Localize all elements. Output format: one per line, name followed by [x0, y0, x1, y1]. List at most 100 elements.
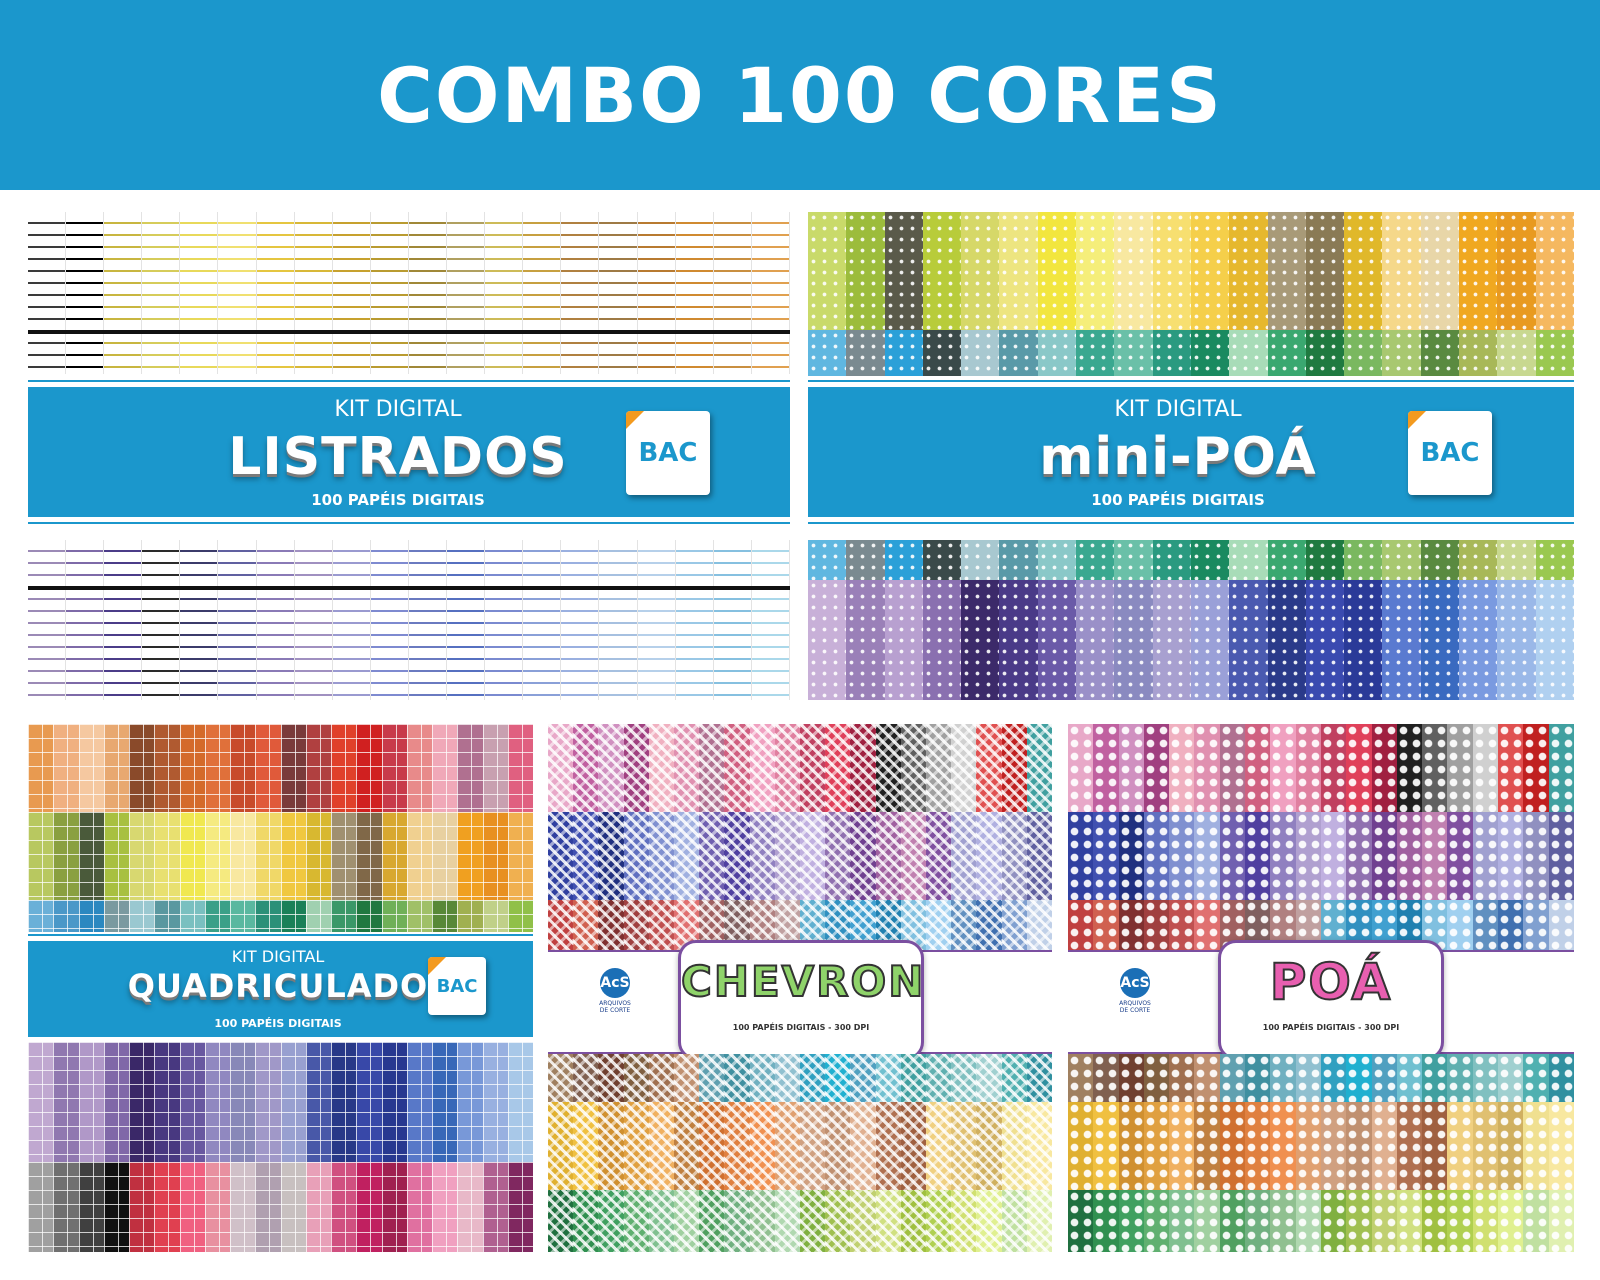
quadriculado-kit-label: KIT DIGITAL [231, 947, 325, 966]
listrados-paper-strip [599, 540, 638, 700]
chevron-paper-strip [825, 1102, 851, 1190]
poa-paper-strip [1068, 1054, 1094, 1102]
chevron-paper-strip [850, 1190, 876, 1252]
chevron-paper-strip [1026, 900, 1052, 950]
chevron-paper-strip [648, 812, 675, 900]
chevron-paper-strip [623, 1190, 649, 1252]
quadriculado-paper-strip [154, 812, 180, 900]
chevron-kit-panel: CHEVRON 100 PAPÉIS DIGITAIS - 300 DPI Ac… [548, 724, 1052, 1252]
chevron-label-card: CHEVRON 100 PAPÉIS DIGITAIS - 300 DPI [678, 940, 924, 1060]
quadriculado-paper-strip [204, 812, 230, 900]
chevron-paper-strip [573, 812, 599, 900]
listrados-paper-strip [561, 540, 600, 700]
chevron-paper-strip [774, 1102, 801, 1190]
poa-paper-strip [1371, 724, 1397, 812]
header-banner: COMBO 100 CORES [0, 0, 1600, 190]
quadriculado-paper-strip [507, 1042, 533, 1162]
minipoa-paper-strip [1076, 330, 1115, 376]
chevron-paper-strip [825, 724, 851, 812]
quadriculado-paper-strip [179, 724, 205, 812]
chevron-paper-strip [548, 724, 574, 812]
listrados-paper-strip [180, 540, 219, 700]
minipoa-subtitle: 100 PAPÉIS DIGITAIS [1091, 491, 1265, 509]
minipoa-paper-strip [808, 212, 847, 330]
quadriculado-paper-strip [381, 1042, 407, 1162]
quadriculado-paper-strip [129, 724, 155, 812]
chevron-paper-strip [850, 1054, 876, 1102]
minipoa-mid-strips [808, 330, 1574, 376]
poa-paper-strip [1396, 1102, 1423, 1190]
quadriculado-paper-strip [280, 1042, 306, 1162]
minipoa-paper-strip [999, 330, 1038, 376]
chevron-paper-strip [674, 724, 700, 812]
chevron-paper-strip [926, 812, 952, 900]
minipoa-paper-strip [808, 330, 847, 376]
chevron-paper-strip [648, 1190, 675, 1252]
listrados-kit-label: KIT DIGITAL [334, 397, 462, 422]
minipoa-paper-strip [1344, 540, 1383, 580]
chevron-paper-strip [623, 900, 649, 950]
poa-paper-strip [1118, 1190, 1144, 1252]
poa-paper-strip [1498, 1102, 1524, 1190]
poa-paper-strip [1093, 900, 1119, 950]
brand-initials: AcS [1120, 968, 1150, 998]
poa-paper-strip [1295, 1102, 1321, 1190]
quadriculado-title: QUADRICULADO [127, 967, 429, 1005]
poa-paper-strip [1169, 1054, 1195, 1102]
minipoa-paper-strip [1497, 580, 1536, 700]
quadriculado-paper-strip [457, 900, 483, 932]
listrados-paper-strip [485, 212, 524, 374]
chevron-paper-strip [548, 900, 574, 950]
listrados-paper-strip [28, 540, 67, 700]
brand-line1: ARQUIVOS [599, 1000, 631, 1007]
minipoa-paper-strip [922, 580, 962, 700]
poa-paper-strip [1270, 724, 1296, 812]
listrados-paper-strip [637, 540, 676, 700]
bac-logo: BAC [626, 411, 710, 495]
poa-paper-strip [1169, 812, 1195, 900]
listrados-paper-strip [180, 212, 219, 374]
quadriculado-paper-strip [154, 900, 180, 932]
quadriculado-paper-strip [53, 724, 79, 812]
quadriculado-paper-strip [103, 900, 129, 932]
poa-brand-logo: AcS ARQUIVOS DE CORTE [1112, 968, 1158, 1014]
poa-paper-strip [1422, 1102, 1448, 1190]
quadriculado-paper-strip [154, 724, 180, 812]
chevron-paper-strip [900, 812, 927, 900]
chevron-paper-strip [724, 1054, 750, 1102]
minipoa-paper-strip [1037, 540, 1077, 580]
quadriculado-paper-strip [179, 812, 205, 900]
listrados-bottom-strips [28, 540, 790, 700]
minipoa-paper-strip [999, 212, 1038, 330]
quadriculado-row5-strips [28, 1162, 533, 1252]
minipoa-paper-strip [1497, 540, 1536, 580]
poa-paper-strip [1498, 1190, 1524, 1252]
quadriculado-paper-strip [53, 1042, 79, 1162]
minipoa-paper-strip [1535, 580, 1574, 700]
minipoa-kit-panel: KIT DIGITAL mini-POÁ 100 PAPÉIS DIGITAIS… [808, 212, 1574, 700]
quadriculado-paper-strip [482, 1162, 508, 1252]
chevron-paper-strip [724, 812, 750, 900]
chevron-title: CHEVRON [680, 956, 926, 1007]
chevron-paper-strip [1001, 1102, 1027, 1190]
quadriculado-paper-strip [406, 1162, 432, 1252]
quadriculado-paper-strip [129, 1042, 155, 1162]
chevron-paper-strip [951, 900, 977, 950]
poa-paper-strip [1472, 724, 1499, 812]
chevron-paper-strip [926, 1190, 952, 1252]
poa-row4-strips [1068, 1054, 1574, 1102]
chevron-paper-strip [623, 1102, 649, 1190]
chevron-paper-strip [850, 812, 876, 900]
quadriculado-paper-strip [406, 900, 432, 932]
quadriculado-paper-strip [280, 1162, 306, 1252]
listrados-paper-strip [523, 540, 562, 700]
poa-paper-strip [1295, 812, 1321, 900]
poa-paper-strip [1245, 724, 1271, 812]
poa-paper-strip [1143, 1190, 1170, 1252]
minipoa-paper-strip [1497, 212, 1536, 330]
minipoa-paper-strip [1535, 330, 1574, 376]
minipoa-paper-strip [1459, 212, 1498, 330]
minipoa-paper-strip [1535, 540, 1574, 580]
minipoa-paper-strip [922, 212, 962, 330]
poa-paper-strip [1169, 724, 1195, 812]
